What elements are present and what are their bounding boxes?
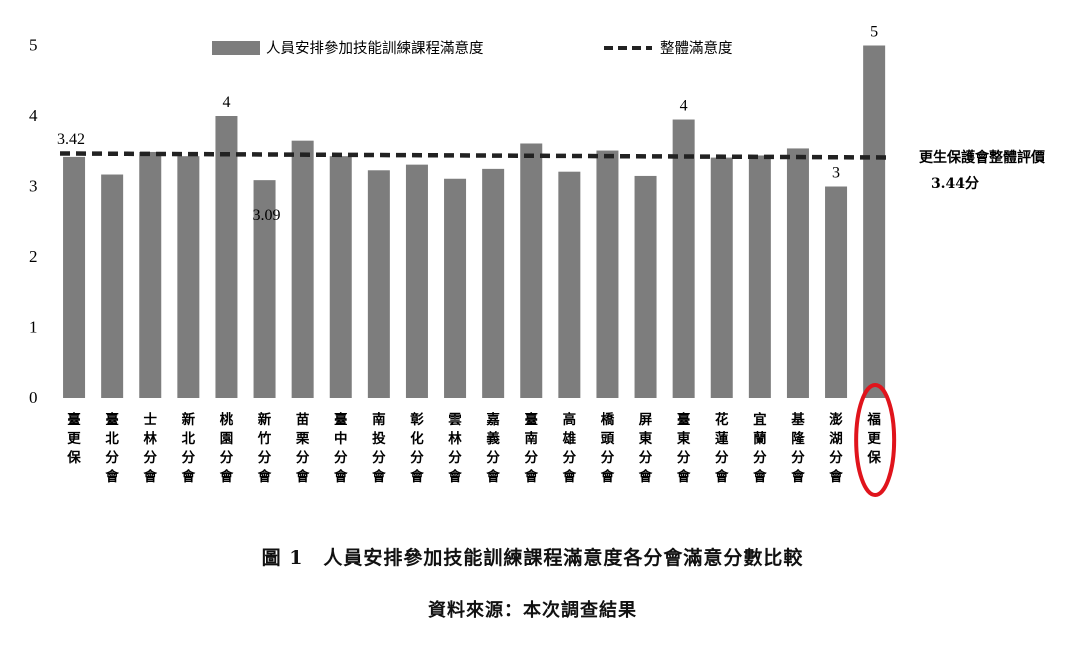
category-label-17: 花蓮分會 (714, 411, 729, 485)
category-label-20: 澎湖分會 (828, 411, 843, 485)
bar-chart: 0 1 2 3 4 5 臺更保 臺北分會 士林分會 新北分會 桃園分會 新竹分會 苗栗分會 臺中分會 南投… (29, 24, 1046, 497)
legend: 人員安排參加技能訓練課程滿意度 整體滿意度 (212, 39, 733, 57)
bar-7 (329, 156, 352, 398)
category-label-3: 新北分會 (181, 411, 196, 485)
category-label-15: 屏東分會 (638, 412, 653, 485)
category-label-2: 士林分會 (143, 411, 158, 485)
bar-2 (139, 151, 162, 398)
data-label-20: 3 (832, 165, 840, 182)
category-labels: 臺更保 臺北分會 士林分會 新北分會 桃園分會 新竹分會 苗栗分會 臺中分會 南投分會 彰化分會 雲… (66, 411, 881, 485)
overall-annotation-value: 3.44分 (931, 176, 979, 192)
bars-group (63, 45, 886, 399)
category-label-4: 桃園分會 (219, 411, 234, 485)
category-label-6: 苗栗分會 (295, 411, 310, 485)
category-label-18: 宜蘭分會 (752, 411, 767, 485)
y-tick-1: 1 (29, 318, 38, 337)
bar-17 (710, 157, 733, 398)
bar-11 (482, 168, 505, 398)
y-tick-0: 0 (29, 388, 38, 407)
category-label-9: 彰化分會 (409, 411, 424, 485)
category-label-8: 南投分會 (371, 411, 386, 485)
overall-annotation: 更生保護會整體評價 3.44分 (919, 149, 1046, 192)
bar-8 (367, 170, 390, 398)
average-line (59, 151, 888, 160)
bar-0 (63, 156, 86, 398)
bar-20 (825, 186, 848, 398)
bar-1 (101, 174, 124, 398)
category-label-12: 臺南分會 (524, 411, 539, 485)
y-tick-5: 5 (29, 36, 38, 55)
bar-9 (405, 164, 428, 398)
legend-bar-label: 人員安排參加技能訓練課程滿意度 (266, 39, 484, 57)
category-label-16: 臺東分會 (676, 411, 691, 485)
legend-line-label: 整體滿意度 (660, 39, 733, 57)
data-label-0: 3.42 (57, 131, 85, 148)
highlight-circle (854, 383, 897, 497)
category-label-0: 臺更保 (66, 411, 81, 466)
bar-10 (444, 178, 467, 398)
category-label-5: 新竹分會 (257, 411, 272, 485)
category-label-10: 雲林分會 (447, 412, 462, 485)
bar-15 (634, 175, 657, 398)
bar-19 (786, 148, 809, 398)
y-tick-2: 2 (29, 247, 38, 266)
bar-13 (558, 171, 581, 398)
category-label-11: 嘉義分會 (485, 411, 500, 485)
category-label-13: 高雄分會 (562, 411, 577, 485)
average-line-group (59, 151, 888, 160)
bar-3 (177, 156, 200, 398)
bar-5 (253, 180, 276, 398)
data-label-16: 4 (680, 98, 688, 115)
y-axis-ticks: 0 1 2 3 4 5 (29, 36, 38, 408)
bar-16 (672, 119, 695, 399)
bar-12 (520, 143, 543, 398)
category-label-14: 橋頭分會 (600, 411, 615, 485)
category-label-7: 臺中分會 (333, 411, 348, 485)
data-label-5: 3.09 (253, 207, 281, 224)
category-label-21: 福更保 (866, 411, 881, 466)
bar-4 (215, 116, 238, 398)
data-label-4: 4 (222, 94, 230, 111)
data-labels: 3.42 4 3.09 4 3 5 (57, 24, 878, 225)
figure-caption: 圖 1 人員安排參加技能訓練課程滿意度各分會滿意分數比較 (261, 547, 804, 569)
bar-18 (748, 155, 771, 398)
overall-annotation-title: 更生保護會整體評價 (919, 149, 1046, 166)
category-label-1: 臺北分會 (104, 411, 119, 485)
data-label-21: 5 (870, 24, 878, 41)
bar-6 (291, 140, 314, 399)
bar-21 (863, 45, 886, 398)
y-tick-4: 4 (29, 106, 38, 125)
bar-14 (596, 150, 619, 398)
source-note: 資料來源：本次調查結果 (428, 600, 637, 621)
category-label-19: 基隆分會 (790, 411, 805, 485)
y-tick-3: 3 (29, 177, 38, 196)
legend-bar-swatch (212, 41, 260, 55)
